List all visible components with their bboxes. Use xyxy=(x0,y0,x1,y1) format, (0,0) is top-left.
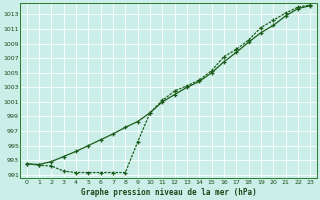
X-axis label: Graphe pression niveau de la mer (hPa): Graphe pression niveau de la mer (hPa) xyxy=(81,188,256,197)
